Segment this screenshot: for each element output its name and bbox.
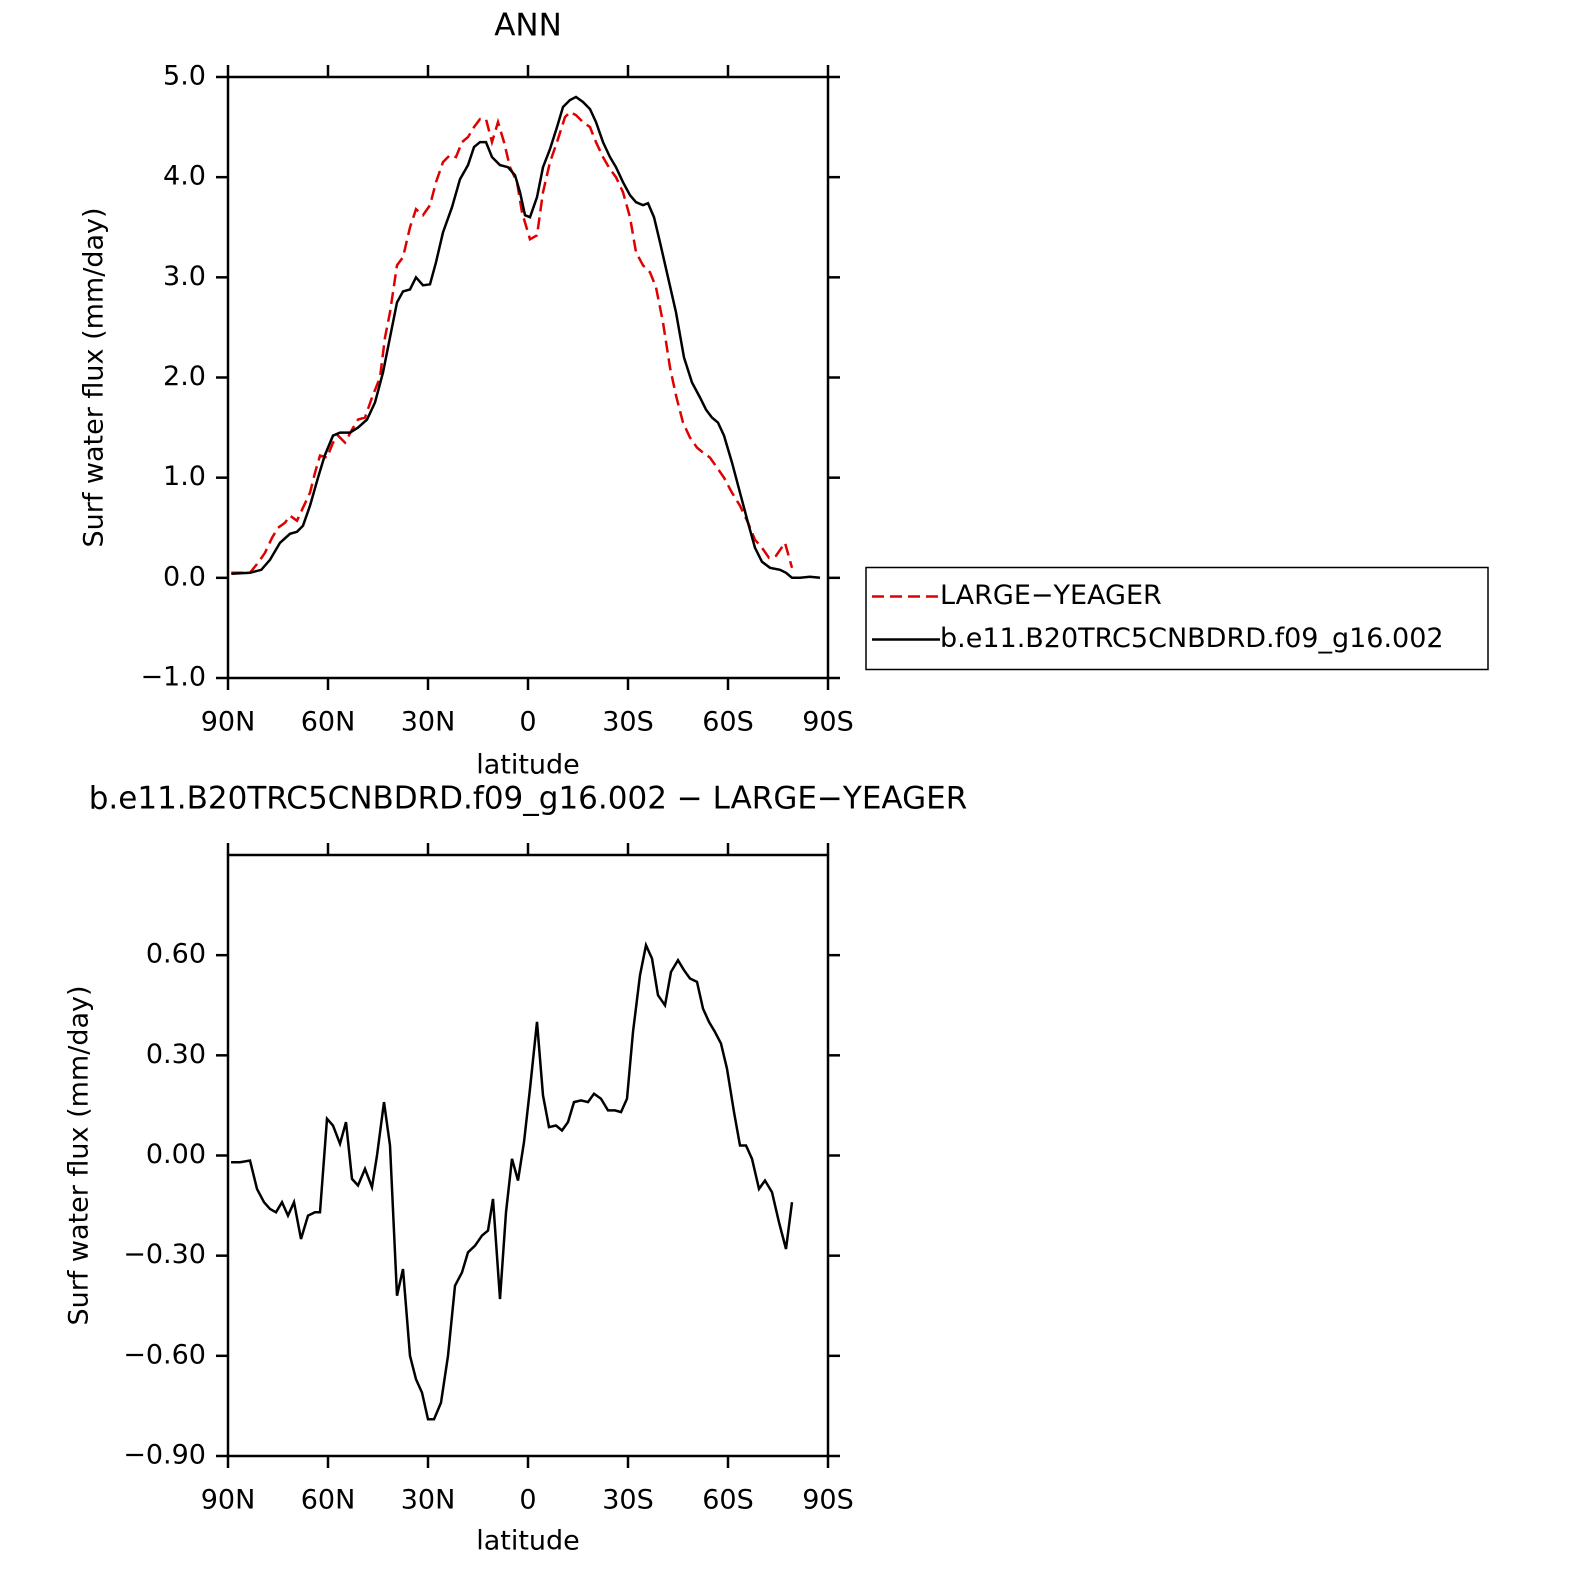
y-axis-label: Surf water flux (mm/day) <box>64 985 95 1325</box>
y-tick-label: 5.0 <box>163 61 206 92</box>
plot-frame <box>226 75 830 680</box>
x-tick-label: 60N <box>301 707 356 738</box>
x-tick-label: 90S <box>802 1485 854 1516</box>
data-line <box>231 95 821 580</box>
x-tick-label: 90S <box>802 707 854 738</box>
chart-title: b.e11.B20TRC5CNBDRD.f09_g16.002 − LARGE−… <box>89 781 968 817</box>
x-axis-label: latitude <box>476 1526 580 1557</box>
legend-label: LARGE−YEAGER <box>940 580 1162 611</box>
y-tick-label: 0.0 <box>163 561 206 592</box>
y-tick-label: 3.0 <box>163 261 206 292</box>
y-tick-label: −0.90 <box>123 1440 206 1471</box>
x-tick-label: 60S <box>702 1485 754 1516</box>
y-tick-label: −0.60 <box>123 1339 206 1370</box>
x-tick-label: 30S <box>602 707 654 738</box>
x-tick-label: 90N <box>201 1485 256 1516</box>
y-tick-label: 4.0 <box>163 161 206 192</box>
x-tick-label: 90N <box>201 707 256 738</box>
x-tick-label: 60S <box>702 707 754 738</box>
y-tick-label: 0.60 <box>146 939 206 970</box>
y-tick-label: 2.0 <box>163 361 206 392</box>
x-tick-label: 30N <box>401 707 456 738</box>
y-axis-label: Surf water flux (mm/day) <box>79 207 110 547</box>
data-line <box>231 941 794 1421</box>
x-tick-label: 0 <box>519 1485 536 1516</box>
chart-title: ANN <box>494 8 562 44</box>
x-tick-label: 0 <box>519 707 536 738</box>
legend-box <box>865 566 1489 671</box>
x-tick-label: 60N <box>301 1485 356 1516</box>
y-tick-label: 0.30 <box>146 1039 206 1070</box>
x-tick-label: 30S <box>602 1485 654 1516</box>
plot-frame <box>226 853 830 1458</box>
data-line <box>231 110 794 575</box>
y-tick-label: −1.0 <box>140 662 206 693</box>
x-tick-label: 30N <box>401 1485 456 1516</box>
y-tick-label: 0.00 <box>146 1139 206 1170</box>
y-tick-label: 1.0 <box>163 461 206 492</box>
y-tick-label: −0.30 <box>123 1239 206 1270</box>
legend-label: b.e11.B20TRC5CNBDRD.f09_g16.002 <box>940 623 1444 654</box>
x-axis-label: latitude <box>476 750 580 781</box>
